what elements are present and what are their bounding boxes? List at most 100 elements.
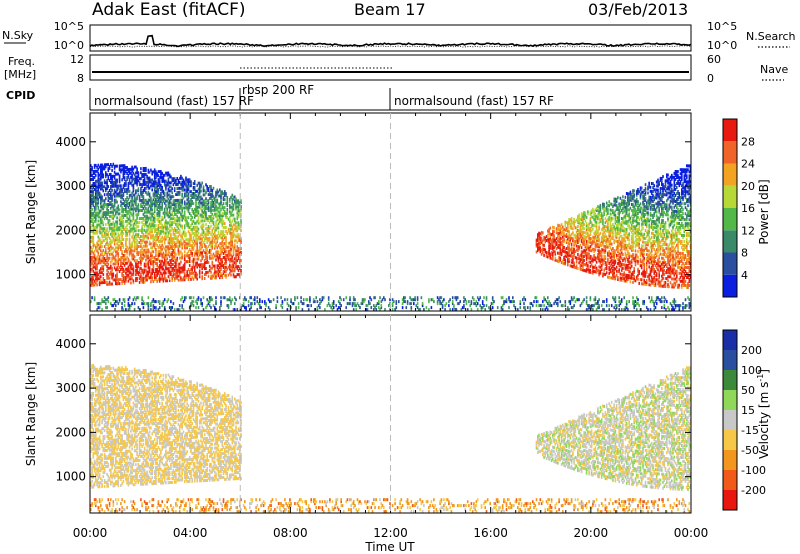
heatmap-cell (619, 240, 622, 244)
heatmap-cell (208, 197, 211, 200)
heatmap-cell (234, 247, 236, 251)
heatmap-cell (191, 271, 193, 275)
heatmap-cell (135, 279, 137, 283)
heatmap-cell (559, 238, 562, 242)
heatmap-cell (160, 197, 162, 201)
heatmap-cell (107, 205, 110, 208)
heatmap-cell (148, 198, 151, 202)
heatmap-cell (176, 216, 178, 220)
heatmap-cell (117, 234, 120, 238)
heatmap-cell (152, 202, 155, 206)
heatmap-cell (121, 230, 123, 234)
heatmap-cell (183, 262, 186, 266)
heatmap-cell (115, 198, 117, 202)
heatmap-cell (153, 182, 156, 186)
heatmap-cell (135, 247, 137, 251)
heatmap-cell (575, 258, 578, 262)
heatmap-cell (121, 244, 123, 247)
heatmap-cell (151, 212, 153, 216)
heatmap-cell (614, 259, 617, 263)
heatmap-cell (116, 220, 118, 224)
heatmap-cell (594, 218, 597, 222)
heatmap-cell (219, 220, 221, 224)
heatmap-cell (642, 254, 644, 258)
heatmap-cell (146, 176, 148, 180)
heatmap-cell (201, 219, 203, 223)
heatmap-cell (163, 241, 166, 245)
heatmap-cell (613, 241, 615, 245)
heatmap-cell (90, 279, 92, 283)
heatmap-cell (98, 255, 101, 259)
heatmap-cell (130, 281, 132, 285)
heatmap-cell (599, 257, 602, 261)
heatmap-cell (113, 240, 116, 244)
heatmap-cell (112, 216, 115, 220)
heatmap-cell (148, 256, 151, 260)
heatmap-cell (219, 246, 221, 250)
heatmap-cell (165, 235, 167, 239)
heatmap-cell (106, 240, 108, 244)
heatmap-cell (132, 233, 135, 237)
heatmap-cell (108, 210, 111, 214)
heatmap-cell (553, 226, 555, 230)
heatmap-cell (117, 206, 120, 210)
heatmap-cell (163, 197, 166, 201)
heatmap-cell (574, 220, 577, 224)
heatmap-cell (195, 189, 197, 193)
heatmap-cell (141, 258, 143, 262)
heatmap-cell (570, 244, 573, 248)
heatmap-cell (609, 228, 612, 232)
heatmap-cell (638, 269, 640, 273)
heatmap-cell (92, 199, 95, 203)
heatmap-cell (126, 261, 128, 265)
heatmap-cell (188, 244, 191, 247)
heatmap-cell (221, 214, 224, 218)
heatmap-cell (553, 236, 555, 240)
heatmap-cell (580, 246, 583, 250)
heatmap-cell (192, 202, 195, 205)
heatmap-cell (615, 231, 618, 235)
heatmap-cell (220, 262, 222, 266)
heatmap-cell (126, 215, 128, 219)
heatmap-cell (171, 263, 173, 266)
heatmap-cell (618, 262, 620, 266)
heatmap-cell (113, 228, 116, 232)
heatmap-cell (595, 260, 598, 264)
heatmap-cell (197, 251, 200, 255)
heatmap-cell (617, 226, 619, 230)
heatmap-cell (135, 209, 137, 213)
heatmap-cell (619, 244, 622, 248)
heatmap-cell (158, 231, 161, 235)
heatmap-cell (100, 279, 102, 283)
heatmap-cell (217, 244, 220, 248)
heatmap-cell (207, 187, 210, 191)
heatmap-cell (597, 239, 599, 243)
heatmap-cell (637, 188, 639, 191)
heatmap-cell (597, 229, 599, 233)
heatmap-cell (110, 282, 112, 286)
heatmap-cell (110, 226, 112, 230)
heatmap-cell (127, 187, 130, 191)
heatmap-cell (188, 264, 191, 267)
heatmap-cell (158, 219, 161, 223)
heatmap-cell (120, 216, 122, 220)
heatmap-cell (152, 170, 155, 174)
heatmap-cell (537, 245, 539, 249)
heatmap-cell (181, 186, 183, 190)
heatmap-cell (172, 255, 175, 258)
heatmap-cell (191, 267, 193, 271)
heatmap-cell (635, 227, 638, 231)
heatmap-cell (152, 212, 155, 216)
heatmap-cell (603, 204, 605, 208)
heatmap-cell (240, 268, 242, 272)
heatmap-cell (237, 211, 240, 215)
heatmap-cell (106, 173, 108, 177)
heatmap-cell (172, 229, 175, 233)
heatmap-cell (201, 205, 203, 209)
heatmap-cell (183, 246, 186, 250)
heatmap-cell (97, 215, 100, 219)
heatmap-cell (171, 179, 173, 183)
heatmap-cell (142, 173, 145, 176)
heatmap-cell (168, 205, 171, 209)
heatmap-cell (97, 223, 100, 227)
